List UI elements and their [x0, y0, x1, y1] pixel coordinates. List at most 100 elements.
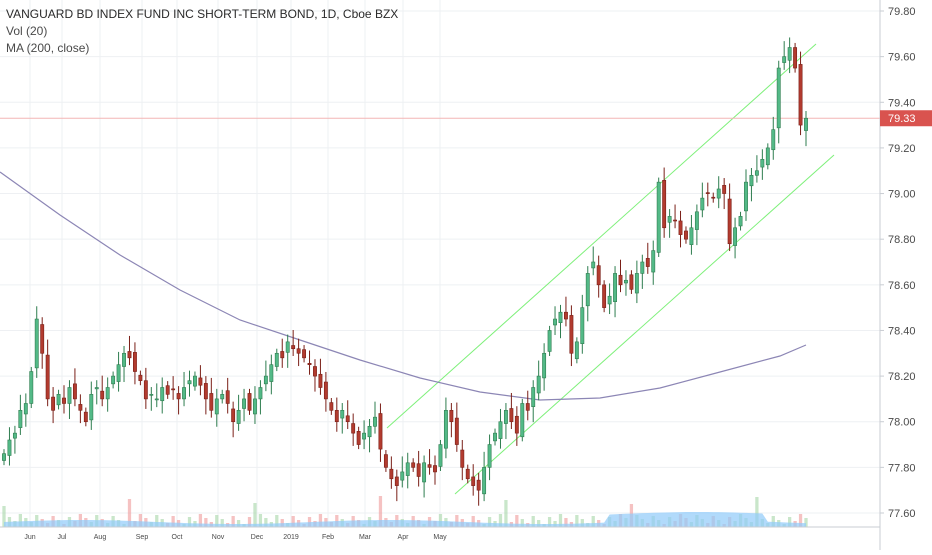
volume-bar [520, 519, 524, 527]
candle-body [127, 351, 132, 359]
candle-body [2, 453, 6, 461]
candle-body [122, 352, 126, 367]
volume-bar [253, 503, 257, 527]
volume-bar [291, 516, 295, 527]
candle-body [498, 421, 503, 439]
candle-body [72, 383, 77, 400]
candle-body [225, 390, 230, 404]
candle-body [165, 385, 170, 395]
volume-bar [18, 514, 23, 527]
candle-body [564, 311, 568, 320]
candle-body [313, 366, 317, 377]
candle-body [176, 393, 181, 400]
price-tick-label: 77.60 [888, 508, 916, 520]
candle-body [760, 159, 765, 168]
volume-bar [247, 517, 252, 527]
volume-bar [215, 515, 219, 527]
candle-body [634, 273, 639, 294]
candle-body [263, 375, 268, 385]
candle-body [536, 375, 541, 394]
candle-body [285, 341, 290, 353]
candle-body [700, 197, 705, 211]
candle-body [782, 56, 787, 63]
candle-body [689, 227, 694, 245]
volume-bar [231, 516, 235, 527]
time-tick-label: Jun [24, 534, 35, 541]
candle-body [547, 330, 552, 352]
candle-body [673, 219, 677, 222]
candle-body [7, 439, 12, 456]
volume-bar [498, 514, 503, 527]
candle-body [29, 371, 34, 404]
symbol-title: VANGUARD BD INDEX FUND INC SHORT-TERM BO… [6, 7, 399, 21]
candle-body [116, 364, 121, 382]
candle-body [569, 315, 574, 354]
candle-body [793, 47, 798, 69]
candle-body [378, 413, 383, 450]
candle-body [296, 348, 301, 354]
channel-lower [454, 154, 835, 495]
volume-bar [307, 517, 312, 527]
candle-body [629, 274, 634, 290]
candle-body [67, 387, 72, 404]
candle-body [678, 220, 683, 235]
candle-body [542, 352, 547, 379]
volume-bar [575, 515, 579, 527]
candle-body [438, 444, 443, 467]
time-tick-label: Apr [398, 534, 410, 541]
time-tick-label: Nov [212, 534, 225, 541]
candle-body [765, 147, 770, 166]
volume-bar [236, 520, 241, 527]
volume-bar [798, 514, 803, 527]
candle-body [18, 410, 23, 428]
volume-bar [187, 517, 192, 527]
candle-body [613, 273, 617, 303]
candle-body [482, 467, 487, 495]
volume-bar [771, 516, 775, 527]
volume-bar [438, 514, 443, 527]
candle-body [684, 230, 688, 240]
volume-bar [531, 516, 535, 527]
volume-bar [198, 514, 203, 527]
candle-body [596, 265, 601, 286]
volume-bar [220, 519, 224, 527]
ma-line [0, 171, 807, 401]
candle-body [45, 354, 50, 400]
candle-body [220, 394, 225, 400]
volume-bar [537, 520, 541, 527]
candle-body [558, 311, 563, 323]
candle-body [209, 393, 214, 411]
candle-body [645, 258, 650, 267]
volume-ma-area [4, 512, 806, 527]
volume-bars [2, 496, 808, 527]
price-tick-label: 77.80 [888, 462, 916, 474]
volume-bar [275, 515, 279, 527]
candle-body [427, 464, 432, 468]
volume-bar [318, 514, 323, 527]
volume-bar [204, 518, 208, 527]
candle-body [280, 351, 285, 359]
candle-body [51, 396, 56, 411]
time-tick-label: Sep [136, 534, 149, 541]
candle-body [100, 390, 105, 400]
candle-body [602, 284, 607, 308]
volume-bar [155, 515, 159, 527]
candle-body [591, 261, 596, 269]
candle-body [362, 432, 367, 440]
volume-bar [580, 519, 584, 527]
candle-body [716, 188, 721, 199]
candle-body [105, 387, 110, 400]
time-tick-label: May [433, 534, 447, 541]
candle-body [94, 387, 99, 390]
candle-body [607, 295, 612, 305]
last-price-tag-label: 79.33 [888, 113, 916, 125]
price-tick-label: 78.20 [888, 371, 916, 383]
chart-legend: VANGUARD BD INDEX FUND INC SHORT-TERM BO… [6, 6, 398, 57]
candle-body [553, 318, 557, 326]
candle-body [503, 410, 508, 424]
candle-body [694, 211, 699, 230]
volume-legend: Vol (20) [6, 24, 48, 38]
volume-bar [487, 517, 492, 527]
